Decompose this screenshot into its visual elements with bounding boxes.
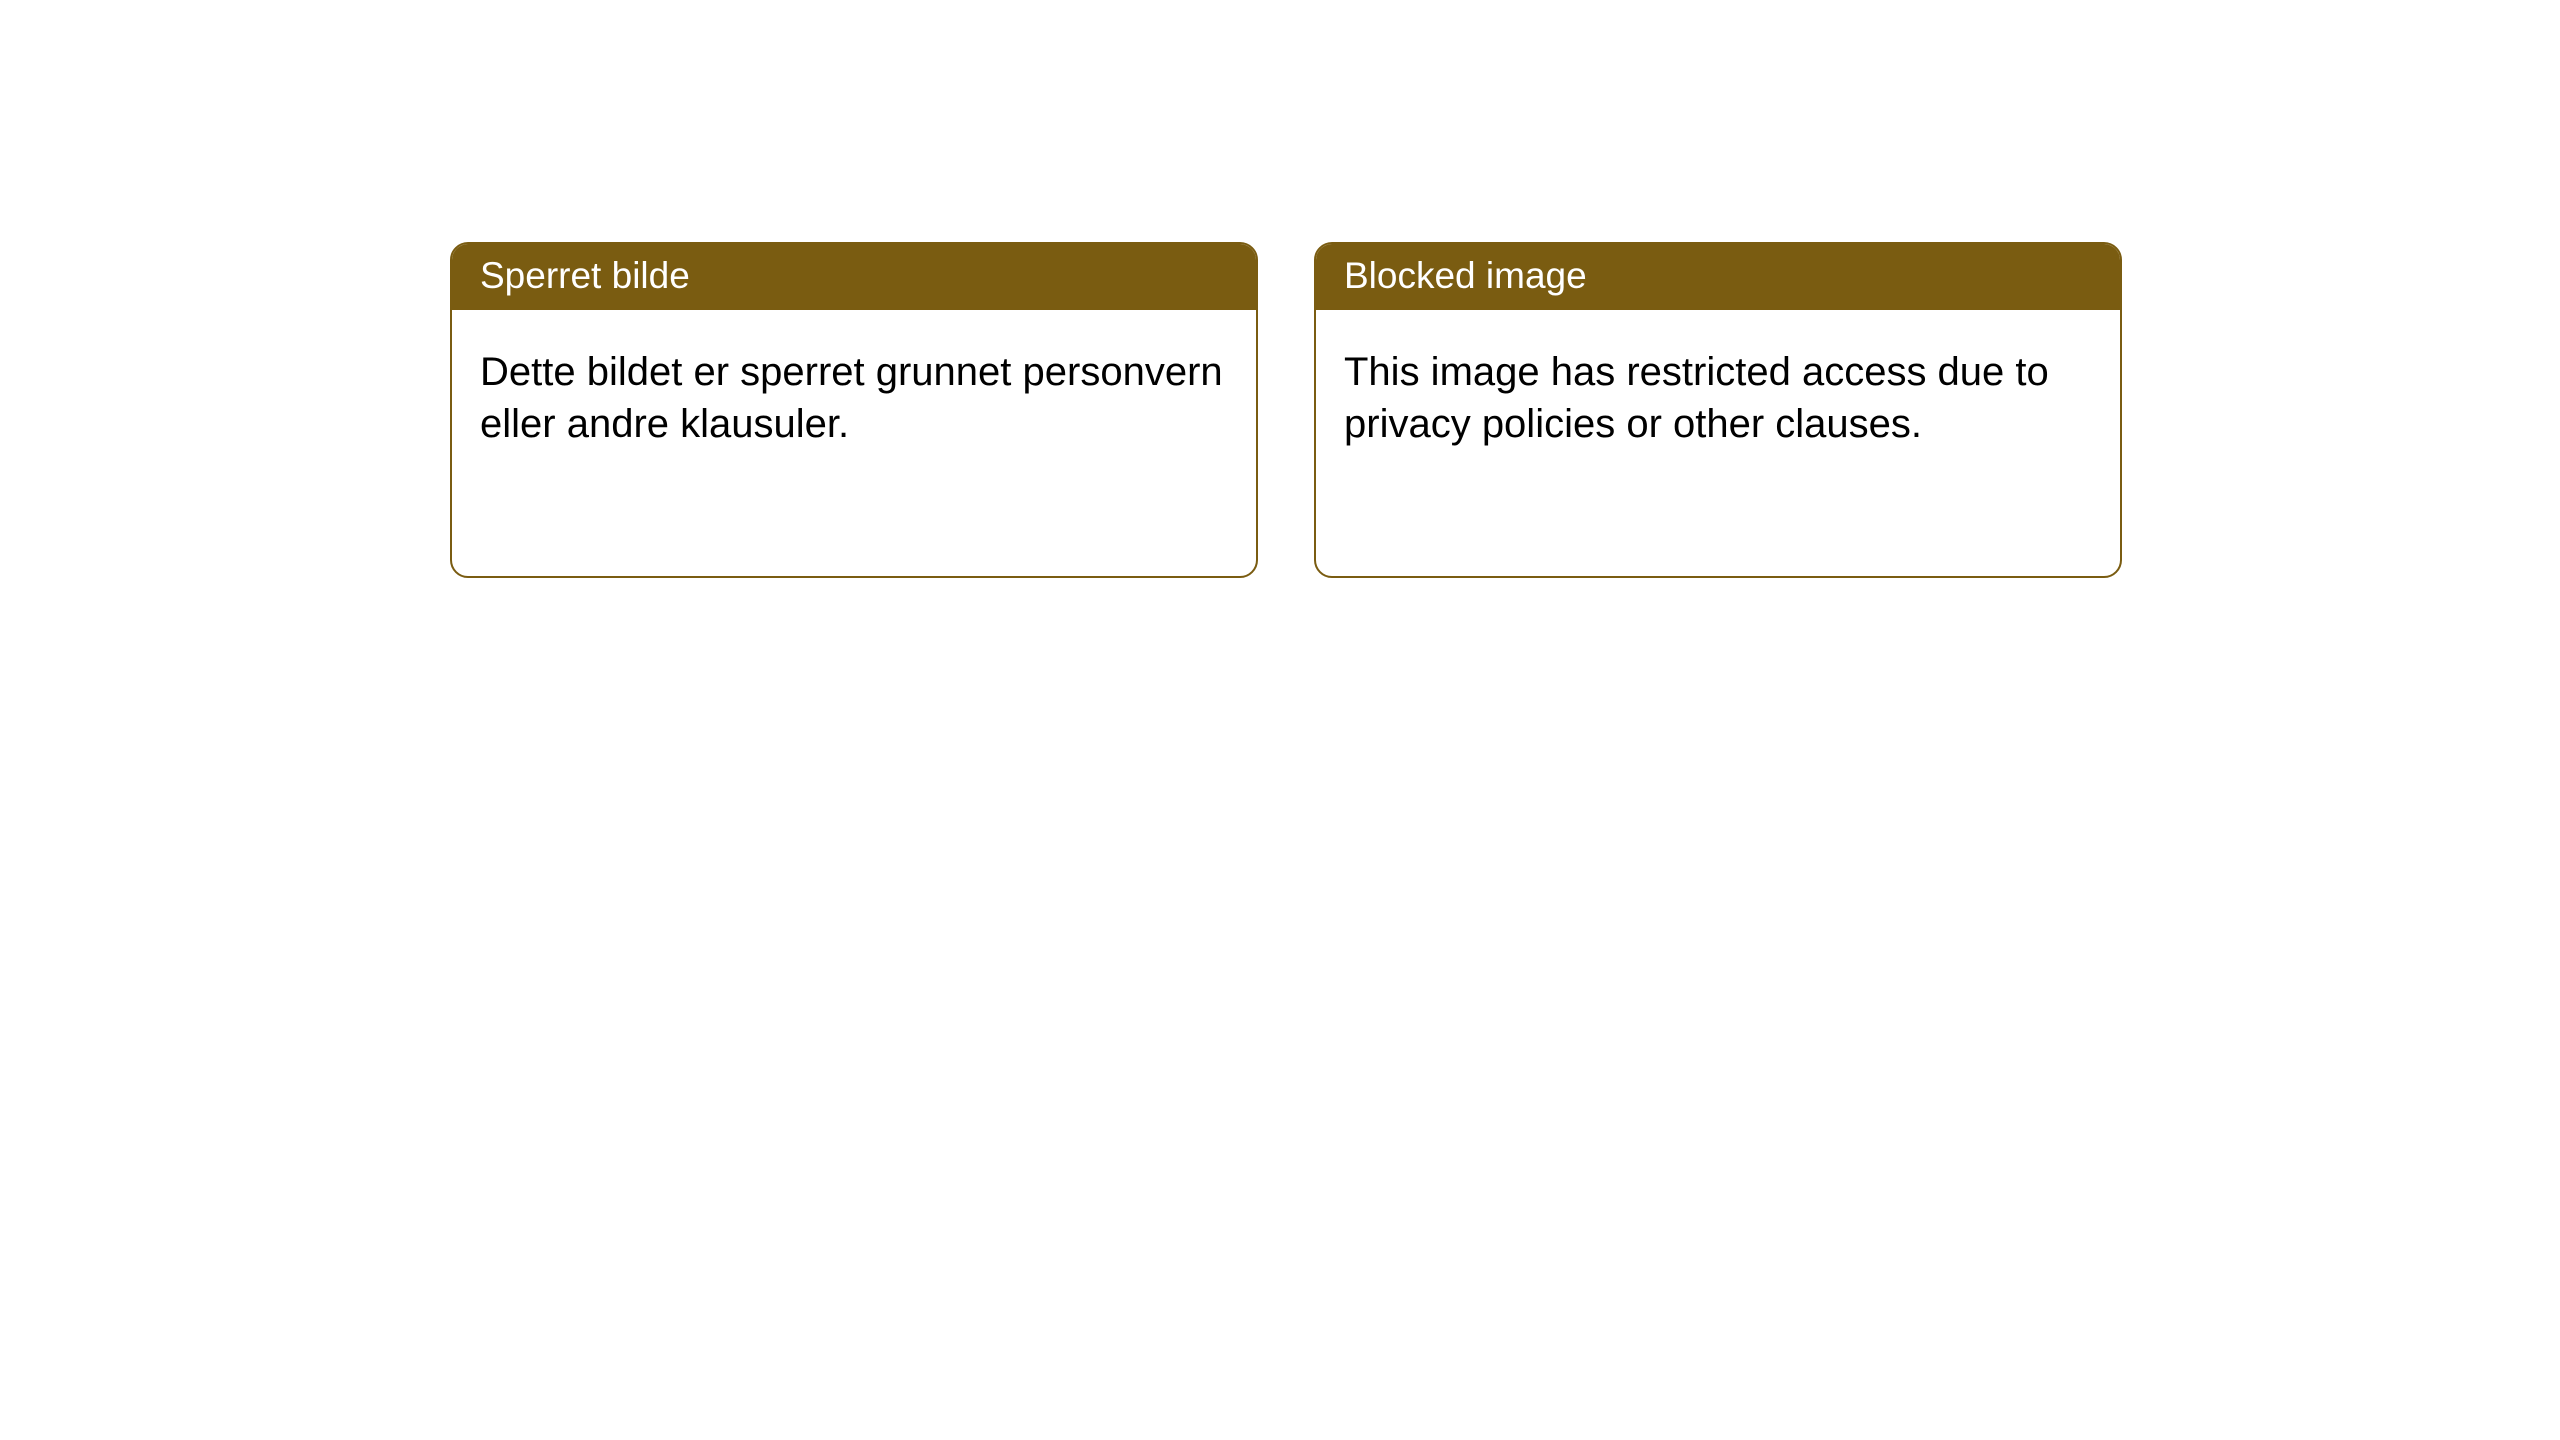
notice-title-english: Blocked image bbox=[1316, 244, 2120, 310]
notice-body-norwegian: Dette bildet er sperret grunnet personve… bbox=[452, 310, 1256, 478]
notice-container: Sperret bilde Dette bildet er sperret gr… bbox=[0, 0, 2560, 578]
notice-body-english: This image has restricted access due to … bbox=[1316, 310, 2120, 478]
notice-card-english: Blocked image This image has restricted … bbox=[1314, 242, 2122, 578]
notice-card-norwegian: Sperret bilde Dette bildet er sperret gr… bbox=[450, 242, 1258, 578]
notice-title-norwegian: Sperret bilde bbox=[452, 244, 1256, 310]
